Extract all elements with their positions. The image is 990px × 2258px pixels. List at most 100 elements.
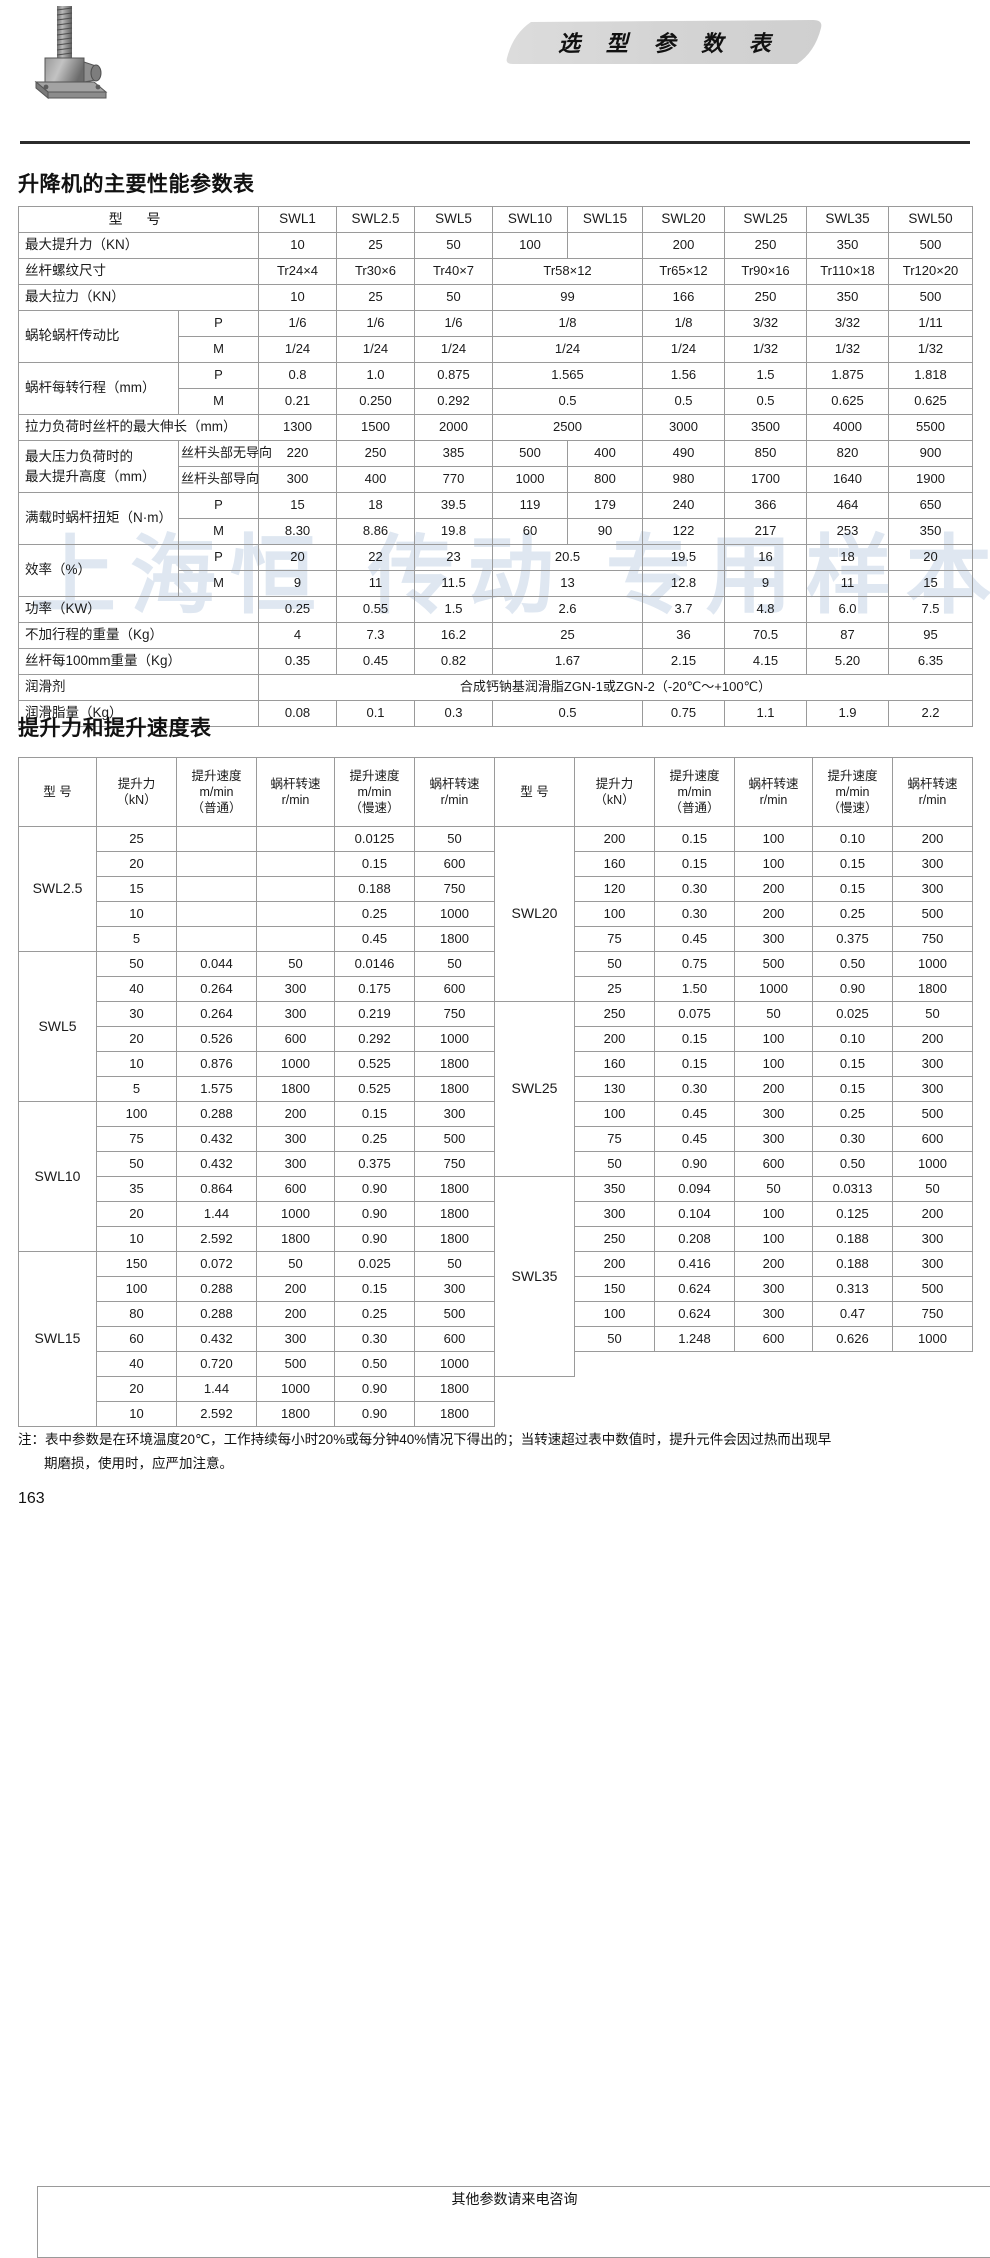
cell-worm-rpm-normal: 100: [735, 1227, 813, 1252]
model-header-swl35: SWL35: [807, 207, 889, 233]
cell: 25: [337, 233, 415, 259]
cell-worm-rpm-normal: 50: [735, 1177, 813, 1202]
cell-speed-slow: 0.188: [813, 1252, 893, 1277]
type-label: 型 号: [19, 207, 259, 233]
cell-speed-normal: 0.30: [655, 877, 735, 902]
cell-worm-rpm-slow: 200: [893, 1202, 973, 1227]
cell: 1500: [337, 415, 415, 441]
cell-worm-rpm-normal: 300: [257, 1152, 335, 1177]
cell-speed-slow: 0.375: [335, 1152, 415, 1177]
cell-speed-slow: 0.50: [813, 952, 893, 977]
cell: 0.292: [415, 389, 493, 415]
cell: 50: [415, 285, 493, 311]
row-label: 拉力负荷时丝杆的最大伸长（mm）: [19, 415, 259, 441]
other-params-note: 其他参数请来电咨询: [37, 2186, 990, 2258]
cell: 500: [889, 233, 973, 259]
cell-speed-normal: 0.30: [655, 1077, 735, 1102]
cell: 23: [415, 545, 493, 571]
cell: 1.5: [725, 363, 807, 389]
cell-speed-slow: 0.15: [813, 852, 893, 877]
cell: 18: [337, 493, 415, 519]
cell: 50: [415, 233, 493, 259]
model-header-swl25: SWL25: [725, 207, 807, 233]
header-model-right: 型 号: [495, 758, 575, 827]
screw-jack-photo-icon: [22, 4, 130, 100]
cell-speed-slow: 0.30: [813, 1127, 893, 1152]
cell-lift-force: 60: [97, 1327, 177, 1352]
cell: 7.3: [337, 623, 415, 649]
cell: 4000: [807, 415, 889, 441]
cell-speed-slow: 0.525: [335, 1052, 415, 1077]
cell-lift-force: 50: [575, 1152, 655, 1177]
cell: 400: [568, 441, 643, 467]
cell-worm-rpm-normal: 1000: [257, 1202, 335, 1227]
main-performance-table: 型 号 SWL1 SWL2.5 SWL5 SWL10 SWL15 SWL20 S…: [18, 206, 973, 727]
table-row: 润滑剂 合成钙钠基润滑脂ZGN-1或ZGN-2（-20℃～+100℃）: [19, 675, 973, 701]
hdr-line: 提升速度: [827, 769, 877, 783]
cell: 250: [337, 441, 415, 467]
cell: Tr24×4: [259, 259, 337, 285]
header-force-left: 提升力 （kN）: [97, 758, 177, 827]
cell-worm-rpm-slow: 750: [893, 1302, 973, 1327]
cell-worm-rpm-slow: 750: [415, 1002, 495, 1027]
cell-speed-slow: 0.90: [335, 1177, 415, 1202]
cell: 1/24: [337, 337, 415, 363]
cell: 1.818: [889, 363, 973, 389]
hdr-line: 提升力: [596, 777, 634, 791]
cell-speed-normal: 0.15: [655, 1027, 735, 1052]
cell-lift-force: 100: [97, 1102, 177, 1127]
cell: 1.0: [337, 363, 415, 389]
row-label-lift-height: 最大压力负荷时的 最大提升高度（mm）: [19, 441, 179, 493]
cell-worm-rpm-normal: 1800: [257, 1077, 335, 1102]
model-header-swl10: SWL10: [493, 207, 568, 233]
row-label: 丝杆螺纹尺寸: [19, 259, 259, 285]
cell: 500: [889, 285, 973, 311]
cell-worm-rpm-slow: 50: [415, 1252, 495, 1277]
cell-worm-rpm-normal: 100: [735, 852, 813, 877]
cell-speed-normal: 2.592: [177, 1227, 257, 1252]
table-row-model-header: 型 号 SWL1 SWL2.5 SWL5 SWL10 SWL15 SWL20 S…: [19, 207, 973, 233]
cell: 1300: [259, 415, 337, 441]
cell-worm-rpm-slow: 600: [415, 1327, 495, 1352]
cell-speed-slow: 0.15: [335, 852, 415, 877]
cell-lift-force: 350: [575, 1177, 655, 1202]
table-row: 最大压力负荷时的 最大提升高度（mm） 丝杆头部无导向 220 250 385 …: [19, 441, 973, 467]
cell-speed-slow: 0.626: [813, 1327, 893, 1352]
hdr-line: （kN）: [594, 793, 634, 807]
cell: 3500: [725, 415, 807, 441]
header-speed-slow-right: 提升速度 m/min （慢速）: [813, 758, 893, 827]
cell: 20: [259, 545, 337, 571]
cell-speed-slow: 0.50: [813, 1152, 893, 1177]
document-page: 上海恒 传动 专用样本: [0, 0, 990, 1539]
cell: 19.5: [643, 545, 725, 571]
cell-worm-rpm-slow: 500: [893, 902, 973, 927]
cell: 400: [337, 467, 415, 493]
cell-worm-rpm-normal: 1000: [257, 1377, 335, 1402]
cell-worm-rpm-slow: 1000: [893, 952, 973, 977]
cell-worm-rpm-slow: 500: [415, 1302, 495, 1327]
cell-speed-normal: 0.416: [655, 1252, 735, 1277]
cell: 8.86: [337, 519, 415, 545]
cell: 2.6: [493, 597, 643, 623]
cell-worm-rpm-normal: 200: [257, 1277, 335, 1302]
cell-worm-rpm-normal: 200: [735, 902, 813, 927]
cell: 200: [643, 233, 725, 259]
cell-speed-normal: 0.624: [655, 1277, 735, 1302]
cell-worm-rpm-slow: 500: [893, 1277, 973, 1302]
hdr-line: 提升速度: [669, 769, 719, 783]
cell: 1700: [725, 467, 807, 493]
cell: 3000: [643, 415, 725, 441]
cell-lift-force: 15: [97, 877, 177, 902]
cell: 0.625: [889, 389, 973, 415]
cell-speed-normal: 0.15: [655, 852, 735, 877]
cell-worm-rpm-slow: 50: [893, 1177, 973, 1202]
cell: 25: [337, 285, 415, 311]
cell: 366: [725, 493, 807, 519]
cell-speed-slow: 0.219: [335, 1002, 415, 1027]
table-row: 满载时蜗杆扭矩（N·m） P 15 18 39.5 119 179 240 36…: [19, 493, 973, 519]
cell: 0.45: [337, 649, 415, 675]
cell-worm-rpm-slow: 1800: [415, 1402, 495, 1427]
cell-speed-slow: 0.0125: [335, 827, 415, 852]
cell-worm-rpm-slow: 50: [415, 827, 495, 852]
